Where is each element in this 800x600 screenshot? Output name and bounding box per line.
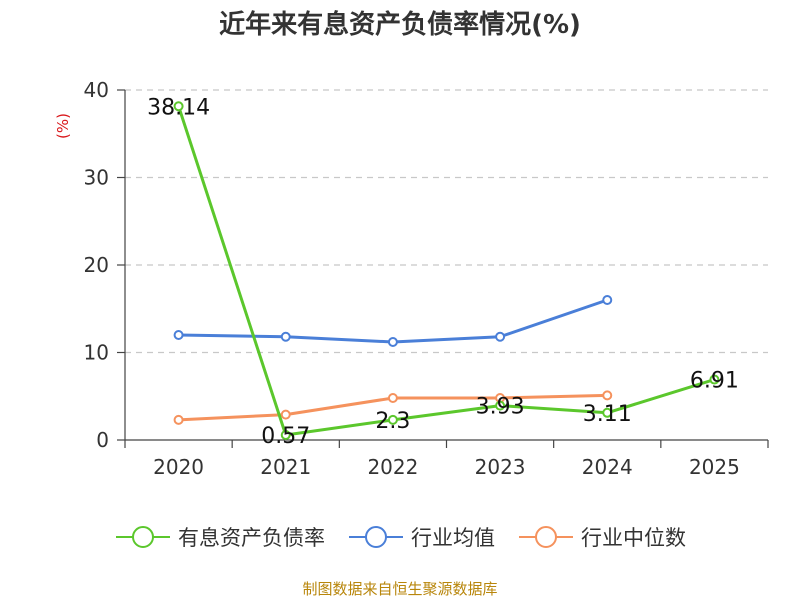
data-point bbox=[387, 393, 398, 403]
data-label: 38.14 bbox=[147, 95, 210, 120]
y-tick-label: 30 bbox=[84, 166, 109, 190]
series-line bbox=[177, 105, 715, 437]
legend-item[interactable]: 行业均值 bbox=[347, 522, 495, 552]
y-tick-label: 10 bbox=[84, 341, 109, 365]
x-tick-label: 2023 bbox=[475, 455, 526, 479]
data-point bbox=[602, 390, 613, 401]
legend-marker bbox=[132, 526, 154, 548]
legend-swatch bbox=[116, 526, 170, 548]
legend-label: 行业中位数 bbox=[581, 526, 686, 550]
y-tick-label: 0 bbox=[96, 428, 109, 452]
axes: 0 10 20 30 40 2020 2021 2022 2023 2024 2025 bbox=[84, 78, 769, 479]
source-note: 制图数据来自恒生聚源数据库 bbox=[302, 580, 498, 598]
legend-marker bbox=[365, 526, 387, 548]
x-tick-label: 2020 bbox=[153, 455, 204, 479]
data-point bbox=[602, 407, 613, 418]
legend-swatch bbox=[349, 526, 403, 548]
series-lines bbox=[173, 101, 720, 441]
data-labels: 38.14 0.57 2.3 3.93 3.11 6.91 bbox=[147, 95, 739, 449]
y-tick-label: 40 bbox=[84, 78, 109, 102]
data-label: 0.57 bbox=[261, 424, 310, 449]
legend-swatch bbox=[519, 526, 573, 548]
legend-label: 有息资产负债率 bbox=[178, 526, 325, 550]
data-point bbox=[280, 430, 291, 441]
grid-lines bbox=[125, 89, 768, 354]
chart-title: 近年来有息资产负债率情况(%) bbox=[219, 10, 581, 40]
legend-label: 行业均值 bbox=[411, 526, 495, 550]
data-label: 3.93 bbox=[476, 395, 525, 420]
legend-item[interactable]: 行业中位数 bbox=[517, 522, 686, 552]
y-axis-unit-label: (%) bbox=[54, 113, 72, 139]
x-tick-label: 2024 bbox=[582, 455, 633, 479]
data-point bbox=[173, 101, 184, 112]
y-tick-label: 20 bbox=[84, 253, 109, 277]
data-label: 2.3 bbox=[375, 409, 410, 434]
data-label: 3.11 bbox=[583, 402, 632, 427]
data-point bbox=[709, 374, 720, 385]
legend-item[interactable]: 有息资产负债率 bbox=[114, 522, 325, 552]
data-point bbox=[387, 337, 398, 347]
data-label: 6.91 bbox=[690, 369, 739, 394]
data-point bbox=[280, 331, 291, 342]
data-point bbox=[280, 409, 291, 420]
legend: 有息资产负债率 行业均值 行业中位数 bbox=[0, 520, 800, 554]
data-point bbox=[602, 295, 613, 305]
x-tick-label: 2021 bbox=[260, 455, 311, 479]
x-tick-label: 2025 bbox=[689, 455, 740, 479]
data-point bbox=[495, 331, 506, 342]
data-point bbox=[173, 330, 184, 340]
data-point bbox=[495, 400, 506, 411]
data-point bbox=[173, 414, 184, 425]
legend-marker bbox=[535, 526, 557, 548]
data-point bbox=[387, 414, 398, 425]
x-tick-label: 2022 bbox=[367, 455, 418, 479]
